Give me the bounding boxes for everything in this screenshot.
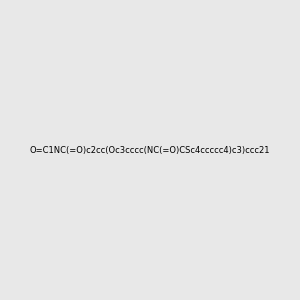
Text: O=C1NC(=O)c2cc(Oc3cccc(NC(=O)CSc4ccccc4)c3)ccc21: O=C1NC(=O)c2cc(Oc3cccc(NC(=O)CSc4ccccc4)… — [30, 146, 270, 154]
